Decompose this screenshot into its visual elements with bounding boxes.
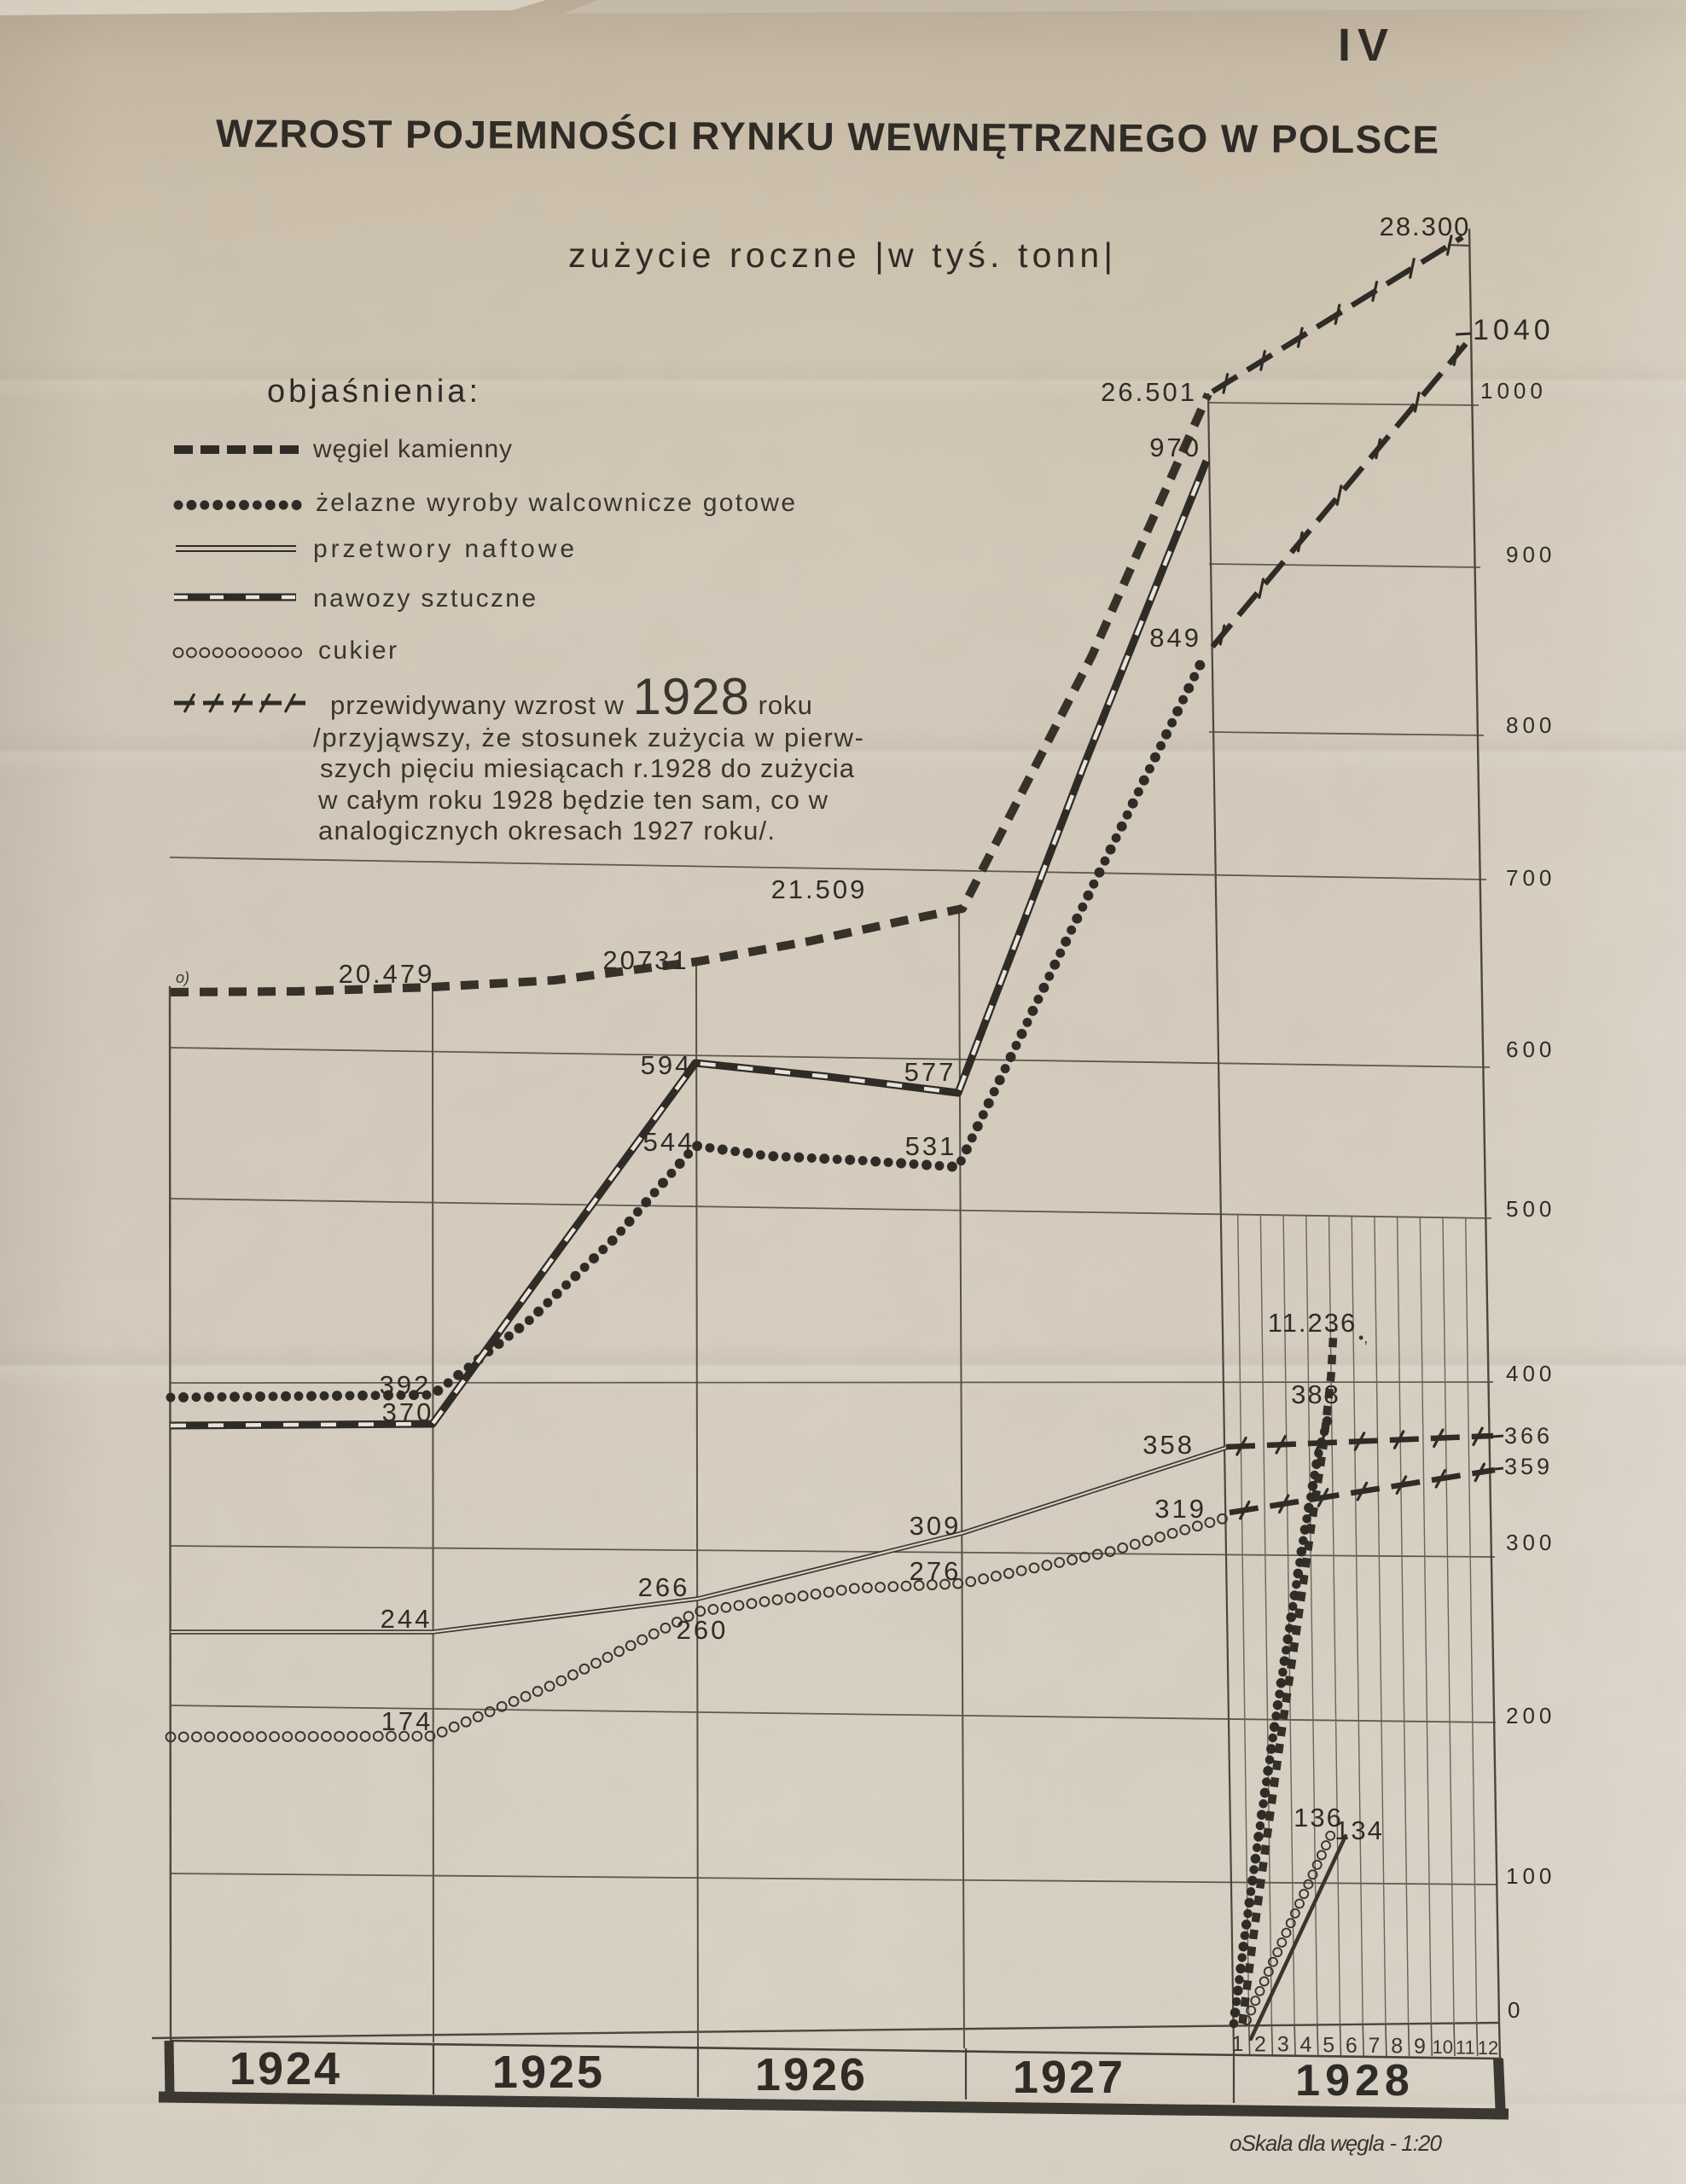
svg-text:359: 359: [1504, 1454, 1553, 1479]
svg-text:276: 276: [910, 1556, 962, 1586]
svg-text:370: 370: [382, 1397, 434, 1427]
svg-text:531: 531: [905, 1131, 957, 1161]
svg-text:8: 8: [1391, 2034, 1403, 2058]
svg-text:1927: 1927: [1013, 2052, 1125, 2103]
svg-text:500: 500: [1506, 1196, 1555, 1222]
svg-text:136: 136: [1294, 1803, 1343, 1833]
svg-text:1928: 1928: [1295, 2056, 1415, 2106]
svg-text:szych pięciu miesiącach r.1928: szych pięciu miesiącach r.1928 do zużyci…: [320, 753, 855, 783]
svg-text:392: 392: [380, 1370, 432, 1400]
svg-text:oSkala dla węgla - 1:20: oSkala dla węgla - 1:20: [1230, 2130, 1443, 2156]
svg-text:/przyjąwszy, że stosunek zużyc: /przyjąwszy, że stosunek zużycia w pierw…: [313, 723, 863, 752]
svg-text:260: 260: [677, 1615, 729, 1645]
svg-text:1040: 1040: [1473, 314, 1555, 346]
svg-text:28.300: 28.300: [1380, 212, 1471, 241]
svg-text:w całym roku 1928 będzie ten s: w całym roku 1928 będzie ten sam, co w: [317, 785, 828, 815]
svg-text:objaśnienia:: objaśnienia:: [267, 374, 479, 410]
svg-text:4: 4: [1300, 2033, 1312, 2057]
svg-text:300: 300: [1506, 1530, 1555, 1555]
svg-text:26.501: 26.501: [1101, 377, 1197, 407]
svg-text:1926: 1926: [755, 2049, 868, 2100]
svg-text:20.479: 20.479: [339, 959, 435, 989]
svg-text:0: 0: [1508, 1997, 1520, 2023]
svg-text:2: 2: [1254, 2032, 1266, 2056]
svg-text:nawozy sztuczne: nawozy sztuczne: [313, 584, 537, 613]
svg-text:1000: 1000: [1480, 378, 1547, 404]
svg-text:11: 11: [1456, 2037, 1475, 2059]
svg-text:żelazne wyroby walcownicze got: żelazne wyroby walcownicze gotowe: [316, 489, 796, 517]
svg-text:309: 309: [910, 1511, 962, 1541]
svg-text:WZROST POJEMNOŚCI RYNKU WEWNĘT: WZROST POJEMNOŚCI RYNKU WEWNĘTRZNEGO W P…: [216, 111, 1439, 162]
svg-text:800: 800: [1506, 712, 1555, 738]
svg-text:366: 366: [1504, 1423, 1553, 1449]
svg-text:319: 319: [1154, 1494, 1206, 1524]
svg-text:3: 3: [1277, 2033, 1289, 2057]
svg-text:200: 200: [1506, 1703, 1555, 1728]
svg-text:700: 700: [1506, 865, 1555, 891]
svg-text:cukier: cukier: [318, 636, 398, 665]
svg-text:zużycie roczne |w tyś. tonn|: zużycie roczne |w tyś. tonn|: [568, 235, 1113, 275]
svg-text:970: 970: [1149, 433, 1201, 462]
svg-text:1924: 1924: [230, 2043, 342, 2094]
svg-text:12: 12: [1478, 2037, 1498, 2059]
svg-text:544: 544: [643, 1127, 695, 1157]
svg-text:7: 7: [1369, 2034, 1381, 2058]
svg-text:•,: •,: [1358, 1329, 1368, 1346]
svg-text:5: 5: [1323, 2033, 1334, 2057]
svg-text:20731: 20731: [602, 945, 689, 975]
svg-text:9: 9: [1414, 2035, 1426, 2059]
svg-text:594: 594: [641, 1050, 693, 1080]
svg-text:10: 10: [1432, 2036, 1452, 2058]
svg-text:577: 577: [904, 1057, 956, 1087]
svg-text:900: 900: [1506, 542, 1555, 567]
svg-text:analogicznych okresach 1927 ro: analogicznych okresach 1927 roku/.: [318, 816, 775, 845]
svg-text:400: 400: [1506, 1361, 1555, 1386]
svg-text:266: 266: [638, 1572, 690, 1602]
svg-text:1: 1: [1231, 2032, 1243, 2056]
svg-text:węgiel kamienny: węgiel kamienny: [312, 435, 513, 463]
svg-text:174: 174: [381, 1706, 433, 1736]
svg-text:11.236: 11.236: [1268, 1308, 1358, 1338]
svg-text:388: 388: [1291, 1380, 1340, 1409]
svg-text:600: 600: [1506, 1037, 1555, 1062]
svg-text:IV: IV: [1338, 20, 1395, 71]
svg-text:134: 134: [1334, 1815, 1384, 1845]
svg-text:358: 358: [1142, 1430, 1195, 1460]
svg-text:849: 849: [1149, 623, 1201, 653]
svg-text:21.509: 21.509: [771, 874, 868, 904]
svg-text:100: 100: [1506, 1863, 1555, 1889]
svg-text:244: 244: [381, 1604, 433, 1634]
svg-text:1925: 1925: [492, 2047, 605, 2098]
svg-text:6: 6: [1346, 2034, 1358, 2058]
svg-text:o): o): [176, 969, 189, 986]
